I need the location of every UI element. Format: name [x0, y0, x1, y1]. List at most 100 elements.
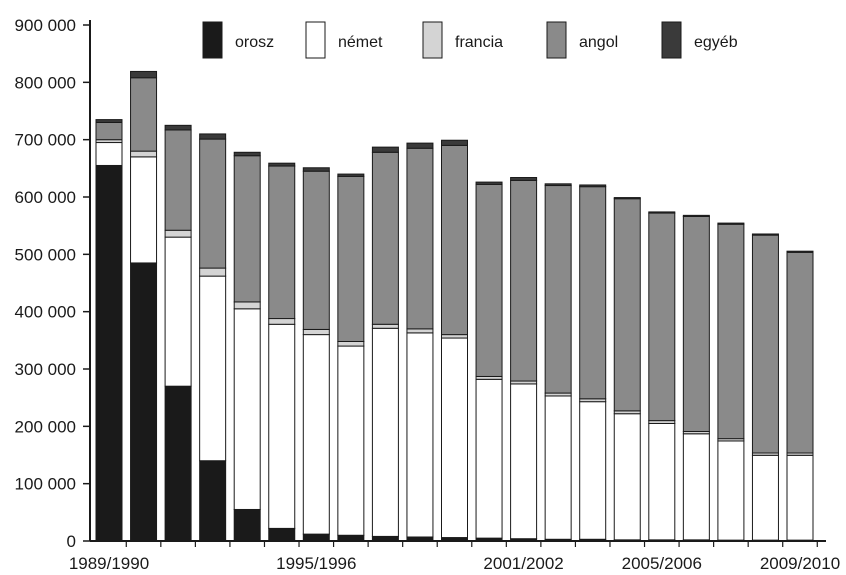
bar-segment-9-2 [406, 328, 434, 334]
y-tick-label-6: 600 000 [15, 188, 76, 207]
bar-segment-4-0 [233, 508, 261, 542]
bar-segment-8-4 [371, 146, 399, 153]
bar-segment-17-4 [682, 214, 710, 218]
bar-segment-20-3 [786, 251, 814, 454]
legend-swatch-2 [422, 21, 443, 59]
y-tick-label-1: 100 000 [15, 475, 76, 494]
bar-segment-1-2 [130, 150, 158, 158]
bar-segment-2-4 [164, 124, 192, 131]
bars-group [95, 70, 814, 542]
y-axis-ticks: 0 100 000 200 000 300 000 400 000 500 000 600 … [15, 16, 90, 551]
bar-segment-2-0 [164, 385, 192, 542]
y-tick-label-2: 200 000 [15, 417, 76, 436]
legend-label-3: angol [579, 34, 618, 51]
legend-label-1: német [338, 34, 383, 51]
bar-segment-0-3 [95, 121, 123, 141]
bar-segment-6-4 [302, 167, 330, 172]
legend-swatch-3 [546, 21, 567, 59]
x-tick-label-1: 1995/1996 [276, 554, 356, 573]
bar-segment-4-2 [233, 301, 261, 310]
bar-segment-12-1 [510, 383, 538, 540]
legend-swatch-4 [661, 21, 682, 59]
bar-segment-16-1 [648, 422, 676, 541]
bar-segment-11-1 [475, 378, 503, 539]
bar-segment-8-2 [371, 323, 399, 329]
bar-segment-7-1 [337, 345, 365, 536]
bar-segment-7-4 [337, 173, 365, 177]
legend-swatch-1 [305, 21, 326, 59]
bar-segment-20-4 [786, 250, 814, 253]
x-axis-ticks: 1989/1990 1995/1996 2001/2002 2005/2006 2009… [69, 541, 840, 573]
legend-label-0: orosz [235, 34, 274, 51]
bar-segment-15-3 [613, 198, 641, 412]
bar-segment-9-1 [406, 332, 434, 538]
bar-segment-10-1 [441, 337, 468, 539]
bar-segment-3-4 [199, 133, 227, 140]
bar-segment-10-4 [441, 139, 468, 146]
bar-segment-6-2 [302, 328, 330, 336]
bar-segment-3-3 [199, 138, 227, 269]
bar-segment-2-1 [164, 236, 192, 387]
bar-segment-8-3 [371, 151, 399, 325]
bar-segment-5-4 [268, 162, 296, 167]
bar-segment-10-2 [441, 334, 468, 339]
bar-segment-3-2 [199, 267, 227, 277]
bar-segment-18-3 [717, 223, 745, 440]
bar-segment-7-3 [337, 175, 365, 342]
bar-segment-3-0 [199, 460, 227, 542]
y-tick-label-9: 900 000 [15, 16, 76, 35]
legend-label-2: francia [455, 34, 503, 51]
bar-segment-1-4 [130, 70, 158, 79]
bar-segment-16-4 [648, 211, 676, 214]
bar-segment-1-1 [130, 156, 158, 264]
bar-segment-17-1 [682, 433, 710, 541]
bar-segment-5-0 [268, 527, 296, 542]
bar-segment-13-3 [544, 185, 572, 394]
bar-segment-6-3 [302, 170, 330, 330]
bar-segment-17-3 [682, 215, 710, 432]
bar-segment-0-1 [95, 142, 123, 166]
bar-segment-5-1 [268, 323, 296, 529]
bar-segment-12-4 [510, 177, 538, 181]
bar-segment-9-3 [406, 147, 434, 330]
bar-segment-14-3 [579, 186, 607, 400]
bar-segment-4-4 [233, 151, 261, 157]
legend: orosz német francia angol egyéb [202, 21, 738, 59]
bar-segment-19-3 [751, 234, 779, 454]
legend-swatch-0 [202, 21, 223, 59]
bar-segment-14-4 [579, 184, 607, 188]
bar-segment-19-4 [751, 233, 779, 236]
bar-segment-9-4 [406, 142, 434, 149]
bar-segment-1-3 [130, 77, 158, 152]
y-tick-label-0: 0 [67, 532, 76, 551]
bar-segment-0-0 [95, 164, 123, 542]
bar-segment-18-4 [717, 222, 745, 225]
bar-segment-13-1 [544, 395, 572, 540]
bar-segment-1-0 [130, 262, 158, 542]
bar-segment-0-4 [95, 119, 123, 123]
bar-segment-5-3 [268, 165, 296, 320]
y-tick-label-3: 300 000 [15, 360, 76, 379]
bar-segment-10-3 [441, 144, 468, 336]
y-tick-label-5: 500 000 [15, 245, 76, 264]
bar-segment-11-4 [475, 181, 503, 185]
bar-segment-2-2 [164, 229, 192, 238]
y-tick-label-7: 700 000 [15, 131, 76, 150]
bar-segment-5-2 [268, 318, 296, 325]
x-tick-label-3: 2005/2006 [622, 554, 702, 573]
bar-segment-12-3 [510, 179, 538, 382]
bar-segment-15-1 [613, 413, 641, 541]
bar-segment-16-3 [648, 212, 676, 422]
bar-segment-8-1 [371, 327, 399, 537]
bar-segment-3-1 [199, 275, 227, 462]
bar-segment-2-3 [164, 129, 192, 231]
x-tick-label-2: 2001/2002 [483, 554, 563, 573]
bar-segment-7-2 [337, 340, 365, 347]
x-tick-label-0: 1989/1990 [69, 554, 149, 573]
bar-segment-19-1 [751, 454, 779, 541]
bar-segment-6-0 [302, 533, 330, 542]
y-tick-label-4: 400 000 [15, 303, 76, 322]
legend-label-4: egyéb [694, 34, 738, 51]
